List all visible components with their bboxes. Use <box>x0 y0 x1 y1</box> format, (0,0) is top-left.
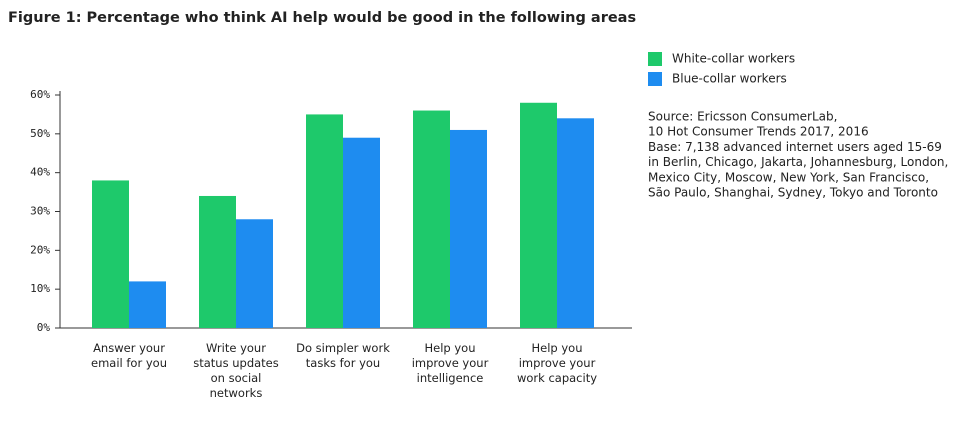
source-note: Base: 7,138 advanced internet users aged… <box>648 140 942 154</box>
bar <box>413 110 450 329</box>
bar <box>306 114 343 329</box>
legend-label: White-collar workers <box>672 52 795 66</box>
source-note: in Berlin, Chicago, Jakarta, Johannesbur… <box>648 155 948 169</box>
x-tick-label: Write your status updates on social netw… <box>193 341 279 400</box>
y-tick-label: 20% <box>30 243 50 256</box>
x-tick-label: Do simpler work tasks for you <box>296 341 390 370</box>
y-tick-label: 60% <box>30 88 50 101</box>
y-tick-label: 10% <box>30 282 50 295</box>
x-tick-label: Answer your email for you <box>91 341 167 370</box>
bar <box>450 129 487 328</box>
y-tick-label: 40% <box>30 166 50 179</box>
bar <box>343 137 380 328</box>
legend-swatch <box>648 72 662 86</box>
source-note: 10 Hot Consumer Trends 2017, 2016 <box>648 125 869 139</box>
bar <box>520 102 557 329</box>
source-note: Mexico City, Moscow, New York, San Franc… <box>648 170 929 184</box>
bar <box>129 281 166 328</box>
bar <box>199 195 236 328</box>
y-tick-label: 30% <box>30 205 50 218</box>
chart-title: Figure 1: Percentage who think AI help w… <box>8 10 636 26</box>
x-tick-label: Help you improve your intelligence <box>411 341 489 385</box>
y-tick-label: 50% <box>30 127 50 140</box>
source-note: São Paulo, Shanghai, Sydney, Tokyo and T… <box>648 186 938 200</box>
legend-swatch <box>648 52 662 66</box>
bar <box>557 118 594 328</box>
source-note: Source: Ericsson ConsumerLab, <box>648 110 837 124</box>
bar <box>92 180 129 328</box>
bar <box>236 219 273 328</box>
x-tick-label: Help you improve your work capacity <box>516 341 598 385</box>
legend-label: Blue-collar workers <box>672 72 787 86</box>
y-tick-label: 0% <box>37 321 51 334</box>
